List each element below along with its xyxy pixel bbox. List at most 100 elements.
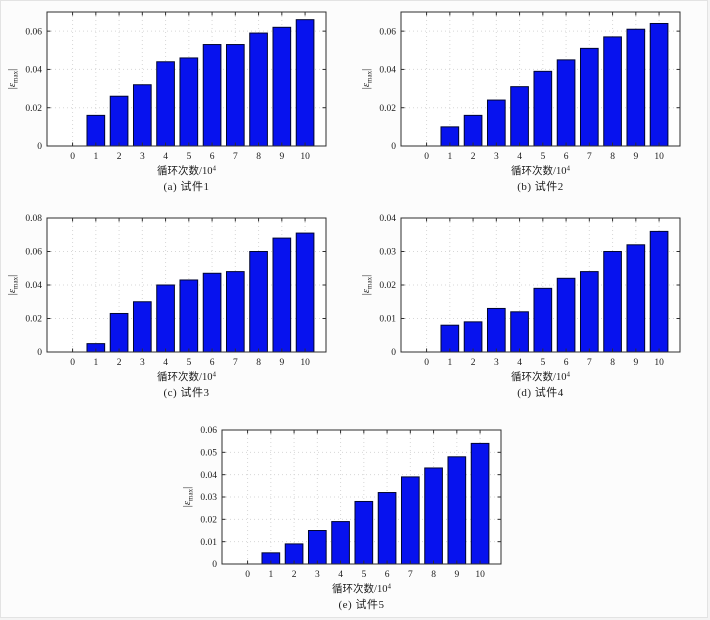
bar-chart-svg-b: 0 1 2 3 4 5 6 7 8 9 10 0 0.02 0.04 0.06 循环次数/104 |εmax| <box>361 11 681 177</box>
x-tick-label: 10 <box>300 152 310 162</box>
bar-x6 <box>202 272 222 353</box>
bar-x7 <box>579 271 599 353</box>
x-tick-label: 0 <box>424 152 429 162</box>
y-tick-label: 0.05 <box>200 449 217 459</box>
x-tick-label: 5 <box>540 152 545 162</box>
bar-x3 <box>132 301 152 353</box>
bar-x8 <box>249 251 268 353</box>
bar-x9 <box>272 26 292 147</box>
x-tick-label: 8 <box>431 570 436 580</box>
bar-x3 <box>132 84 152 147</box>
bar-x4 <box>510 311 529 353</box>
x-tick-label: 6 <box>564 152 569 162</box>
x-tick-label: 2 <box>471 358 476 368</box>
chart-specimen-1: 0 1 2 3 4 5 6 7 8 9 10 0 0.02 0.04 0.06 循环次数/104 |εmax| … <box>3 1 353 201</box>
bar-x2 <box>463 114 483 147</box>
x-tick-label: 6 <box>210 152 215 162</box>
bar-x6 <box>202 44 222 147</box>
chart-specimen-3-plot: 0 1 2 3 4 5 6 7 8 9 10 0 0.02 0.04 0.06 0.08 循环次数/104 |εm… <box>3 207 353 407</box>
x-tick-label: 9 <box>279 152 284 162</box>
x-tick-label: 7 <box>408 570 413 580</box>
x-tick-label: 6 <box>385 570 390 580</box>
chart-specimen-3-caption: (c) 试件3 <box>163 387 210 399</box>
x-tick-label: 4 <box>163 152 168 162</box>
x-tick-label: 5 <box>540 358 545 368</box>
y-tick-label: 0 <box>391 142 396 152</box>
bar-x9 <box>626 244 646 353</box>
bar-chart-svg-c: 0 1 2 3 4 5 6 7 8 9 10 0 0.02 0.04 0.06 0.08 循环次数/104 |εm… <box>7 214 327 383</box>
bar-x1 <box>440 324 460 353</box>
x-tick-label: 1 <box>93 358 98 368</box>
x-tick-label: 1 <box>93 152 98 162</box>
chart-specimen-5-caption: (e) 试件5 <box>338 599 385 611</box>
y-tick-label: 0.06 <box>379 27 396 37</box>
x-tick-label: 8 <box>256 358 261 368</box>
x-tick-label: 3 <box>140 358 145 368</box>
bar-x2 <box>109 312 129 353</box>
x-tick-label: 2 <box>292 570 297 580</box>
chart-specimen-4: 0 1 2 3 4 5 6 7 8 9 10 0 0.01 0.02 0.03 0.04 循环次数/104 |εm… <box>357 207 707 407</box>
bar-x5 <box>179 279 199 353</box>
bar-x2 <box>463 321 483 353</box>
x-tick-label: 7 <box>233 152 238 162</box>
chart-specimen-5: 0 1 2 3 4 5 6 7 8 9 10 0 0.01 0.02 0.03 0.04 0.05 0.06 循环次… <box>178 419 528 619</box>
y-tick-label: 0.02 <box>25 104 42 114</box>
x-tick-label: 8 <box>256 152 261 162</box>
bar-x5 <box>533 70 553 147</box>
bar-x9 <box>626 28 646 147</box>
bar-x8 <box>603 36 622 147</box>
x-tick-label: 9 <box>633 358 638 368</box>
bar-x10 <box>295 19 315 147</box>
bar-x10 <box>295 232 315 353</box>
bar-x7 <box>225 44 245 147</box>
y-axis-label: |εmax| <box>7 275 20 295</box>
bar-x1 <box>86 114 106 147</box>
bar-x7 <box>400 476 420 565</box>
bar-chart-svg-a: 0 1 2 3 4 5 6 7 8 9 10 0 0.02 0.04 0.06 循环次数/104 |εmax| <box>7 11 327 177</box>
x-tick-label: 8 <box>610 358 615 368</box>
bar-x4 <box>510 86 529 147</box>
x-tick-label: 3 <box>315 570 320 580</box>
y-axis-label: |εmax| <box>7 69 20 89</box>
x-tick-label: 4 <box>163 358 168 368</box>
y-tick-label: 0.02 <box>200 516 217 526</box>
y-tick-label: 0.04 <box>200 471 217 481</box>
bar-x6 <box>556 59 576 147</box>
plot-border <box>400 11 681 147</box>
bar-x9 <box>272 237 292 353</box>
y-tick-label: 0.04 <box>379 214 396 224</box>
x-tick-label: 5 <box>361 570 366 580</box>
bar-chart-svg-d: 0 1 2 3 4 5 6 7 8 9 10 0 0.01 0.02 0.03 0.04 循环次数/104 |εm… <box>361 214 681 383</box>
x-tick-label: 2 <box>117 358 122 368</box>
x-tick-label: 9 <box>633 152 638 162</box>
x-tick-label: 10 <box>475 570 485 580</box>
chart-specimen-5-plot: 0 1 2 3 4 5 6 7 8 9 10 0 0.01 0.02 0.03 0.04 0.05 0.06 循环次… <box>178 419 528 619</box>
y-tick-label: 0 <box>37 348 42 358</box>
plot-border <box>46 11 327 147</box>
y-tick-label: 0.02 <box>379 104 396 114</box>
y-tick-label: 0.08 <box>25 214 42 224</box>
chart-specimen-2: 0 1 2 3 4 5 6 7 8 9 10 0 0.02 0.04 0.06 循环次数/104 |εmax| … <box>357 1 707 201</box>
chart-specimen-4-plot: 0 1 2 3 4 5 6 7 8 9 10 0 0.01 0.02 0.03 0.04 循环次数/104 |εm… <box>357 207 707 407</box>
y-tick-label: 0.01 <box>200 538 217 548</box>
x-tick-label: 3 <box>140 152 145 162</box>
x-tick-label: 1 <box>447 152 452 162</box>
bar-x8 <box>424 467 443 565</box>
bar-x5 <box>533 287 553 353</box>
bar-x4 <box>331 521 350 565</box>
chart-specimen-2-caption: (b) 试件2 <box>517 181 564 193</box>
x-tick-label: 5 <box>186 152 191 162</box>
bar-x6 <box>556 277 576 353</box>
y-tick-label: 0 <box>37 142 42 152</box>
x-tick-label: 1 <box>447 358 452 368</box>
x-tick-label: 10 <box>654 358 664 368</box>
bar-x5 <box>354 500 374 565</box>
x-tick-label: 0 <box>424 358 429 368</box>
x-tick-label: 4 <box>517 358 522 368</box>
x-axis-label: 循环次数/104 <box>157 370 216 383</box>
bar-x6 <box>377 492 397 565</box>
x-tick-label: 9 <box>454 570 459 580</box>
y-tick-label: 0.02 <box>379 281 396 291</box>
y-axis-label: |εmax| <box>361 275 374 295</box>
x-tick-label: 0 <box>245 570 250 580</box>
